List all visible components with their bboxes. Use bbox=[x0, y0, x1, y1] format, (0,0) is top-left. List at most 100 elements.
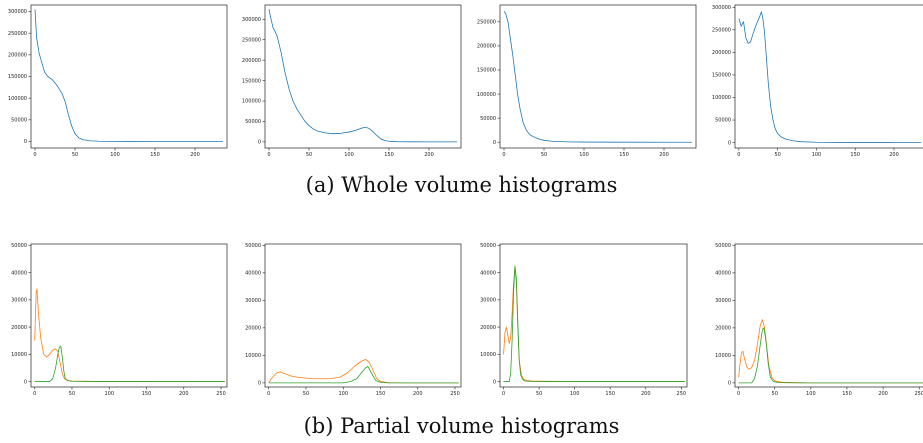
x-tick-label: 200 bbox=[878, 391, 888, 397]
y-tick-label: 10000 bbox=[715, 353, 731, 359]
plot-frame bbox=[734, 4, 923, 149]
y-tick-label: 100000 bbox=[8, 96, 27, 102]
y-tick-label: 250000 bbox=[477, 20, 496, 26]
y-tick-label: 40000 bbox=[715, 271, 731, 277]
histogram-line-orange bbox=[268, 359, 459, 384]
x-tick-label: 50 bbox=[774, 152, 780, 158]
x-tick-label: 50 bbox=[306, 152, 312, 158]
x-tick-label: 200 bbox=[659, 152, 669, 158]
histogram-line-orange bbox=[503, 266, 685, 382]
y-tick-label: 40000 bbox=[11, 270, 27, 276]
plot-frame bbox=[264, 243, 462, 388]
y-tick-label: 0 bbox=[258, 140, 261, 146]
y-tick-label: 20000 bbox=[245, 326, 261, 332]
histogram-panel-1: 0 50 100 150 200 0 50000 100000 150000 200000 2500… bbox=[8, 4, 228, 158]
x-tick-label: 0 bbox=[267, 152, 270, 158]
x-tick-label: 150 bbox=[142, 391, 152, 397]
y-tick-label: 0 bbox=[493, 379, 496, 385]
histogram-panel-3: 0 50 100 150 200 0 50000 100000 150000 200000 2500… bbox=[477, 4, 697, 158]
x-tick-label: 150 bbox=[150, 152, 160, 158]
y-tick-label: 30000 bbox=[11, 298, 27, 304]
y-tick-label: 200000 bbox=[8, 53, 27, 59]
plot-frame bbox=[734, 243, 923, 388]
y-tick-label: 0 bbox=[24, 379, 27, 385]
y-tick-label: 10000 bbox=[11, 352, 27, 358]
plot-frame bbox=[30, 243, 228, 388]
x-tick-label: 150 bbox=[619, 152, 629, 158]
x-tick-label: 50 bbox=[772, 391, 778, 397]
y-tick-label: 0 bbox=[728, 140, 731, 146]
y-tick-label: 100000 bbox=[712, 95, 731, 101]
plot-frame bbox=[264, 4, 462, 149]
y-tick-label: 0 bbox=[24, 139, 27, 145]
y-tick-label: 250000 bbox=[712, 28, 731, 34]
histogram-panel-5: 0 50 100 150 200 250 0 10000 20000 30000 40000 5000… bbox=[11, 243, 228, 397]
y-tick-label: 10000 bbox=[245, 353, 261, 359]
x-tick-label: 200 bbox=[889, 152, 899, 158]
x-tick-label: 50 bbox=[536, 391, 542, 397]
x-tick-label: 100 bbox=[812, 152, 822, 158]
y-tick-label: 150000 bbox=[242, 78, 261, 84]
histogram-panel-6: 0 50 100 150 200 250 0 10000 20000 30000 40000 5000… bbox=[245, 243, 462, 397]
x-tick-label: 0 bbox=[33, 391, 36, 397]
y-tick-label: 200000 bbox=[477, 44, 496, 50]
y-tick-label: 250000 bbox=[242, 37, 261, 43]
y-tick-label: 300000 bbox=[242, 17, 261, 23]
x-tick-label: 250 bbox=[914, 391, 923, 397]
histogram-line-blue bbox=[34, 9, 223, 142]
x-tick-label: 50 bbox=[541, 152, 547, 158]
x-tick-label: 100 bbox=[806, 391, 816, 397]
y-tick-label: 200000 bbox=[242, 58, 261, 64]
y-tick-label: 20000 bbox=[480, 325, 496, 331]
y-tick-label: 150000 bbox=[8, 74, 27, 80]
x-tick-label: 200 bbox=[641, 391, 651, 397]
x-tick-label: 100 bbox=[579, 152, 589, 158]
x-tick-label: 250 bbox=[450, 391, 460, 397]
histogram-panel-4: 0 50 100 150 200 0 50000 100000 150000 200000 2500… bbox=[712, 4, 923, 158]
x-tick-label: 50 bbox=[69, 391, 75, 397]
x-tick-label: 0 bbox=[502, 391, 505, 397]
y-tick-label: 30000 bbox=[480, 298, 496, 304]
y-tick-label: 150000 bbox=[477, 68, 496, 74]
plot-frame bbox=[499, 4, 697, 149]
x-tick-label: 0 bbox=[502, 152, 505, 158]
x-tick-label: 0 bbox=[737, 391, 740, 397]
plot-frame bbox=[499, 243, 688, 388]
x-tick-label: 150 bbox=[850, 152, 860, 158]
x-tick-label: 0 bbox=[33, 152, 36, 158]
histogram-line-blue bbox=[503, 11, 692, 143]
x-tick-label: 100 bbox=[344, 152, 354, 158]
histogram-line-orange bbox=[738, 319, 923, 384]
histogram-line-green bbox=[503, 265, 685, 382]
x-tick-label: 200 bbox=[190, 152, 200, 158]
x-tick-label: 100 bbox=[104, 391, 114, 397]
x-tick-label: 50 bbox=[72, 152, 78, 158]
histogram-panel-2: 0 50 100 150 200 0 50000 100000 150000 200000 2500… bbox=[242, 4, 462, 158]
histogram-line-green bbox=[268, 365, 459, 384]
y-tick-label: 200000 bbox=[712, 50, 731, 56]
x-tick-label: 0 bbox=[737, 152, 740, 158]
x-tick-label: 100 bbox=[110, 152, 120, 158]
y-tick-label: 0 bbox=[728, 381, 731, 387]
x-tick-label: 200 bbox=[179, 391, 189, 397]
y-tick-label: 50000 bbox=[480, 116, 496, 122]
histogram-panel-7: 0 50 100 150 200 250 0 10000 20000 30000 40000 5000… bbox=[480, 243, 688, 397]
x-tick-label: 200 bbox=[413, 391, 423, 397]
x-tick-label: 150 bbox=[842, 391, 852, 397]
x-tick-label: 250 bbox=[216, 391, 226, 397]
x-tick-label: 250 bbox=[677, 391, 687, 397]
y-tick-label: 20000 bbox=[715, 326, 731, 332]
y-tick-label: 40000 bbox=[245, 271, 261, 277]
caption-whole-volume: (a) Whole volume histograms bbox=[305, 173, 618, 197]
y-tick-label: 0 bbox=[258, 381, 261, 387]
x-tick-label: 0 bbox=[267, 391, 270, 397]
y-tick-label: 50000 bbox=[480, 243, 496, 249]
histogram-line-blue bbox=[738, 11, 922, 143]
y-tick-label: 20000 bbox=[11, 325, 27, 331]
y-tick-label: 100000 bbox=[242, 99, 261, 105]
y-tick-label: 10000 bbox=[480, 352, 496, 358]
histogram-line-blue bbox=[268, 9, 457, 143]
y-tick-label: 50000 bbox=[715, 118, 731, 124]
plot-frame bbox=[30, 4, 228, 149]
